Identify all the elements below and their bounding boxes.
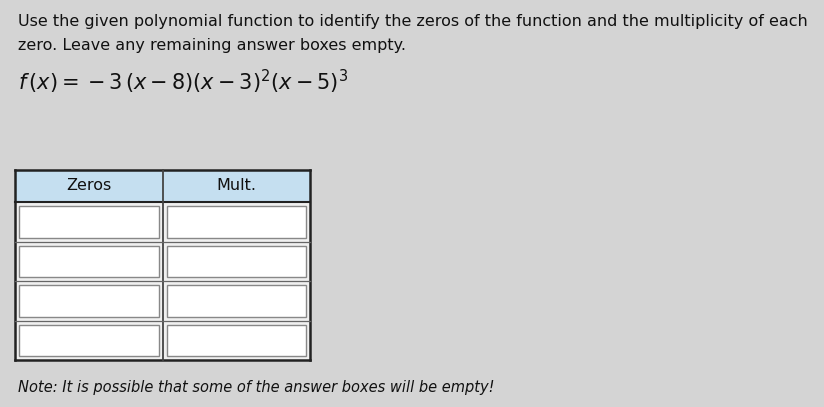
Text: zero. Leave any remaining answer boxes empty.: zero. Leave any remaining answer boxes e… bbox=[18, 38, 406, 53]
Bar bbox=[163, 170, 310, 202]
FancyBboxPatch shape bbox=[167, 324, 306, 356]
FancyBboxPatch shape bbox=[19, 206, 159, 238]
Bar bbox=[163, 241, 310, 281]
Bar bbox=[163, 202, 310, 241]
Text: Use the given polynomial function to identify the zeros of the function and the : Use the given polynomial function to ide… bbox=[18, 14, 808, 29]
FancyBboxPatch shape bbox=[19, 245, 159, 277]
Bar bbox=[15, 202, 163, 241]
FancyBboxPatch shape bbox=[167, 245, 306, 277]
Bar bbox=[163, 281, 310, 320]
Bar bbox=[15, 281, 163, 320]
Bar bbox=[15, 170, 163, 202]
FancyBboxPatch shape bbox=[19, 324, 159, 356]
FancyBboxPatch shape bbox=[167, 285, 306, 317]
Text: Mult.: Mult. bbox=[217, 179, 256, 193]
Bar bbox=[163, 320, 310, 360]
Bar bbox=[15, 320, 163, 360]
FancyBboxPatch shape bbox=[167, 206, 306, 238]
Text: Note: It is possible that some of the answer boxes will be empty!: Note: It is possible that some of the an… bbox=[18, 380, 494, 395]
Text: Zeros: Zeros bbox=[67, 179, 111, 193]
FancyBboxPatch shape bbox=[19, 285, 159, 317]
Bar bbox=[15, 241, 163, 281]
Text: $f\,(x)=-3\,(x-8)(x-3)^{2}(x-5)^{3}$: $f\,(x)=-3\,(x-8)(x-3)^{2}(x-5)^{3}$ bbox=[18, 68, 349, 96]
